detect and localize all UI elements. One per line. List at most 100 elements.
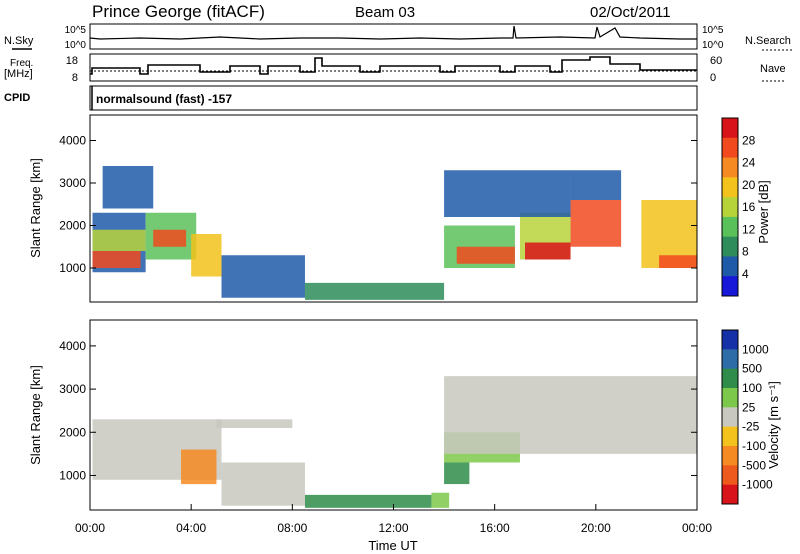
velocity-colorbar-swatch: [722, 368, 738, 389]
cpid-label: CPID: [4, 92, 30, 104]
velocity-panel: [92, 376, 697, 508]
power-colorbar-label: 20: [742, 178, 756, 192]
velocity-cell: [216, 419, 293, 428]
power-cell: [191, 234, 222, 277]
cpid-panel: [89, 85, 698, 111]
power-cell: [570, 200, 622, 247]
power-ytick-label: 4000: [59, 134, 86, 148]
freq-label: Freq.: [10, 58, 33, 69]
velocity-colorbar-swatch: [722, 349, 738, 370]
power-colorbar-label: 4: [742, 267, 749, 281]
power-ylabel: Slant Range [km]: [28, 158, 43, 258]
velocity-colorbar-swatch: [722, 446, 738, 466]
velocity-colorbar-swatch: [722, 330, 738, 350]
velocity-y-ticks: 1000 2000 3000 4000: [59, 339, 697, 482]
nsearch-tick-bottom: 10^0: [702, 40, 724, 51]
nsearch-tick-top: 10^5: [702, 25, 724, 36]
power-cell: [92, 251, 141, 268]
velocity-colorbar-label: -500: [742, 458, 766, 472]
power-colorbar-swatch: [722, 276, 738, 297]
power-colorbar-swatch: [722, 197, 738, 218]
nsky-tick-bottom: 10^0: [65, 40, 87, 51]
date-title: 02/Oct/2011: [590, 4, 671, 21]
power-colorbar-swatch: [722, 118, 738, 139]
velocity-ytick-label: 2000: [59, 425, 86, 439]
beam-title: Beam 03: [355, 4, 415, 21]
velocity-cell: [444, 462, 470, 485]
velocity-ytick-label: 3000: [59, 382, 86, 396]
power-colorbar-label: 28: [742, 133, 756, 147]
power-colorbar-label: 12: [742, 222, 756, 236]
nave-tick-bottom: 0: [710, 72, 716, 84]
nave-label: Nave: [760, 63, 786, 75]
velocity-colorbar-swatch: [722, 426, 738, 447]
velocity-colorbar-label: 1000: [742, 342, 769, 356]
power-colorbar-frame: [721, 117, 739, 297]
power-colorbar-swatch: [722, 137, 738, 159]
xtick-label: 04:00: [176, 521, 206, 535]
velocity-colorbar-swatch: [722, 465, 738, 486]
time-axis: 00:00 04:00 08:00 12:00 16:00 20:00 00:00: [75, 504, 712, 535]
power-cell: [221, 255, 305, 298]
station-title: Prince George (fitACF): [92, 2, 265, 21]
power-cell: [102, 166, 154, 209]
velocity-cell: [304, 494, 432, 508]
nave-tick-top: 60: [710, 55, 722, 67]
power-cell: [570, 170, 622, 200]
velocity-cell: [221, 462, 305, 506]
velocity-colorbar-label: -1000: [742, 478, 773, 492]
freq-trace: [90, 56, 697, 75]
velocity-colorbar-title: Velocity [m s⁻¹]: [766, 381, 781, 469]
power-colorbar-swatch: [722, 177, 738, 198]
power-cell: [304, 282, 445, 300]
nsky-tick-top: 10^5: [65, 25, 87, 36]
nsky-panel: [89, 23, 698, 50]
velocity-colorbar-label: -100: [742, 439, 766, 453]
velocity-cell: [431, 492, 450, 508]
power-colorbar-label: 24: [742, 156, 756, 170]
velocity-colorbar-label: -25: [742, 420, 760, 434]
xtick-label: 08:00: [277, 521, 307, 535]
power-colorbar-swatch: [722, 216, 738, 238]
velocity-colorbar-swatch: [722, 484, 738, 505]
freq-tick-bottom: 8: [72, 72, 78, 84]
xtick-label: 12:00: [378, 521, 408, 535]
velocity-colorbar-frame: [721, 329, 739, 505]
xtick-label: 16:00: [480, 521, 510, 535]
velocity-ytick-label: 4000: [59, 339, 86, 353]
power-cell: [659, 255, 697, 268]
power-colorbar-swatch: [722, 236, 738, 257]
velocity-colorbar-label: 25: [742, 400, 756, 414]
velocity-colorbar-swatch: [722, 407, 738, 428]
velocity-colorbar-label: 500: [742, 362, 762, 376]
power-ytick-label: 3000: [59, 176, 86, 190]
power-panel: [92, 166, 697, 300]
freq-tick-top: 18: [66, 55, 78, 67]
power-y-ticks: 1000 2000 3000 4000: [59, 134, 697, 275]
power-ytick-label: 1000: [59, 261, 86, 275]
power-colorbar-swatch: [722, 157, 738, 178]
nsky-label: N.Sky: [4, 35, 34, 47]
velocity-cell: [181, 449, 217, 485]
cpid-text: normalsound (fast) -157: [96, 92, 232, 106]
velocity-colorbar-label: 100: [742, 381, 762, 395]
velocity-cell: [444, 376, 697, 454]
power-colorbar-label: 16: [742, 200, 756, 214]
power-colorbar-label: 8: [742, 245, 749, 259]
xtick-label: 00:00: [682, 521, 712, 535]
xtick-label: 00:00: [75, 521, 105, 535]
velocity-colorbar: 1000 500 100 25 -25 -100 -500 -1000: [721, 329, 773, 505]
freq-unit-label: [MHz]: [4, 68, 33, 80]
power-colorbar-title: Power [dB]: [756, 180, 771, 244]
x-axis-label: Time UT: [368, 538, 417, 553]
velocity-ylabel: Slant Range [km]: [28, 365, 43, 465]
freq-panel: [89, 53, 698, 82]
power-cell: [92, 229, 146, 251]
power-colorbar: 28 24 20 16 12 8 4: [721, 117, 756, 297]
power-colorbar-swatch: [722, 256, 738, 277]
velocity-ytick-label: 1000: [59, 468, 86, 482]
velocity-colorbar-swatch: [722, 388, 738, 408]
nsearch-label: N.Search: [745, 35, 791, 47]
power-cell: [525, 242, 571, 260]
